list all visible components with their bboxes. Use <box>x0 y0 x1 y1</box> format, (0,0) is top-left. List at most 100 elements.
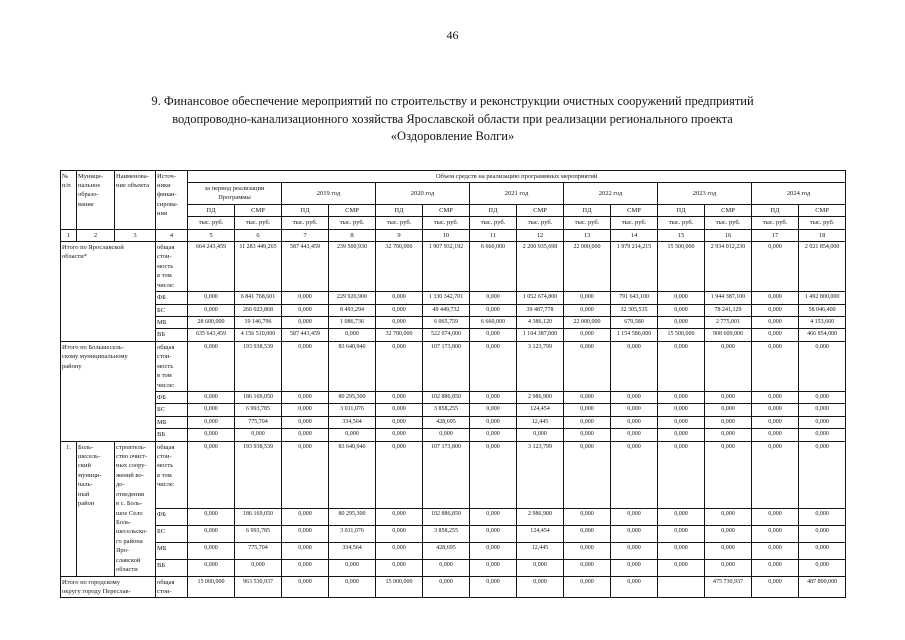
value-cell: 83 640,940 <box>328 440 376 510</box>
header-unit: тыс. руб. <box>375 216 423 230</box>
header-colnum: 16 <box>704 228 752 243</box>
value-cell: 0,000 <box>657 315 705 330</box>
value-cell: 0,000 <box>375 428 423 442</box>
value-cell: 12,445 <box>516 541 564 560</box>
value-cell: 0,000 <box>375 525 423 543</box>
value-cell: 0,000 <box>375 558 423 577</box>
value-cell: 0,000 <box>469 525 517 543</box>
value-cell: 12,445 <box>516 415 564 430</box>
section-title: 9. Финансовое обеспечение мероприятий по… <box>151 94 754 143</box>
value-cell: 635 643,459 <box>187 328 235 342</box>
value-cell: 0,000 <box>281 303 329 318</box>
header-row-colnums: 1 2 3 4 5 6 7 8 9 10 11 12 13 14 15 16 17 18 <box>60 228 847 243</box>
value-cell: 0,000 <box>704 541 752 560</box>
value-cell: 0,000 <box>610 575 658 599</box>
value-cell: 1 330 342,701 <box>422 291 470 305</box>
header-unit: тыс. руб. <box>328 216 376 230</box>
table-row: БС 0,000 6 993,785 0,000 3 011,076 0,000 3 858… <box>61 403 847 417</box>
value-cell: 22 000,000 <box>563 241 611 293</box>
header-smr: СМР <box>328 203 376 218</box>
value-cell: 0,000 <box>281 428 329 442</box>
value-cell: 0,000 <box>751 440 799 510</box>
value-cell: 0,000 <box>657 403 705 417</box>
value-cell: 124,454 <box>516 403 564 417</box>
value-cell: 0,000 <box>704 558 752 577</box>
funding-source-cell: общая стои- мость в том числе: <box>155 440 188 510</box>
value-cell: 0,000 <box>563 508 611 527</box>
value-cell: 0,000 <box>751 428 799 442</box>
value-cell: 6 660,000 <box>469 315 517 330</box>
header-funding-source: Источ- ники финан- сирова- ния <box>155 169 188 230</box>
value-cell: 15 500,000 <box>657 241 705 293</box>
page-number: 46 <box>446 28 459 42</box>
value-cell: 39 487,778 <box>516 303 564 318</box>
header-colnum: 10 <box>422 228 470 243</box>
value-cell: 0,000 <box>751 558 799 577</box>
value-cell: 0,000 <box>469 415 517 430</box>
value-cell: 0,000 <box>704 428 752 442</box>
header-unit: тыс. руб. <box>657 216 705 230</box>
value-cell: 0,000 <box>657 340 705 392</box>
header-colnum: 14 <box>610 228 658 243</box>
value-cell: 664 243,459 <box>187 241 235 293</box>
value-cell: 0,000 <box>281 390 329 405</box>
value-cell: 0,000 <box>187 403 235 417</box>
value-cell: 0,000 <box>563 415 611 430</box>
header-row-top: № п/п Муници- пальное образо- вание Наимен… <box>60 169 847 230</box>
value-cell: 0,000 <box>281 291 329 305</box>
value-cell: 3 011,076 <box>328 525 376 543</box>
value-cell: 0,000 <box>797 558 847 577</box>
value-cell: 3 858,255 <box>422 403 470 417</box>
value-cell: 193 938,539 <box>234 440 282 510</box>
group-label-cell: Итого по Ярославской области* <box>60 241 156 342</box>
group-label-cell: Итого по Большесель- скому муниципальном… <box>60 340 156 442</box>
value-cell: 0,000 <box>657 428 705 442</box>
value-cell: 0,000 <box>281 403 329 417</box>
value-cell: 3 123,799 <box>516 340 564 392</box>
value-cell: 0,000 <box>328 428 376 442</box>
header-colnum: 6 <box>234 228 282 243</box>
table-row: МБ 28 600,000 19 146,796 0,000 1 086,736 0,00… <box>61 315 847 330</box>
value-cell: 0,000 <box>281 315 329 330</box>
value-cell: 0,000 <box>281 440 329 510</box>
value-cell: 0,000 <box>704 340 752 392</box>
header-pd: ПД <box>469 203 517 218</box>
value-cell: 0,000 <box>797 508 847 527</box>
table-row: БС 0,000 266 023,868 0,000 8 493,294 0,000 49 … <box>61 303 847 318</box>
value-cell: 0,000 <box>375 390 423 405</box>
value-cell: 0,000 <box>469 575 517 599</box>
header-year: 2024 год <box>750 181 847 205</box>
value-cell: 15 000,000 <box>187 575 235 599</box>
header-colnum: 5 <box>187 228 235 243</box>
value-cell: 0,000 <box>563 558 611 577</box>
value-cell: 0,000 <box>563 328 611 342</box>
value-cell: 0,000 <box>797 440 847 510</box>
value-cell: 0,000 <box>797 390 847 405</box>
value-cell: 0,000 <box>281 340 329 392</box>
value-cell: 6 993,785 <box>234 403 282 417</box>
header-pd: ПД <box>375 203 423 218</box>
header-period: за период реализации Программы <box>187 181 282 205</box>
header-colnum: 18 <box>797 228 847 243</box>
value-cell: 58 046,400 <box>797 303 847 318</box>
table-row: Итого по городскому округу городу Пересл… <box>60 575 847 599</box>
value-cell: 0,000 <box>422 558 470 577</box>
value-cell: 0,000 <box>328 558 376 577</box>
value-cell: 239 500,930 <box>328 241 376 293</box>
value-cell: 0,000 <box>610 440 658 510</box>
value-cell: 0,000 <box>751 415 799 430</box>
header-pd: ПД <box>281 203 329 218</box>
value-cell: 679,580 <box>610 315 658 330</box>
value-cell: 124,454 <box>516 525 564 543</box>
value-cell: 80 295,300 <box>328 390 376 405</box>
funding-source-cell: МБ <box>155 315 188 330</box>
value-cell: 0,000 <box>657 508 705 527</box>
header-colnum: 17 <box>751 228 799 243</box>
funding-source-cell: общая стои- мость в том числе: <box>155 241 188 293</box>
value-cell: 0,000 <box>375 440 423 510</box>
value-cell: 0,000 <box>563 390 611 405</box>
header-num: № п/п <box>60 169 77 230</box>
value-cell: 2 021 854,000 <box>797 241 847 293</box>
funding-source-cell: ФБ <box>155 390 188 405</box>
finance-table-head: № п/п Муници- пальное образо- вание Наимен… <box>60 169 847 243</box>
